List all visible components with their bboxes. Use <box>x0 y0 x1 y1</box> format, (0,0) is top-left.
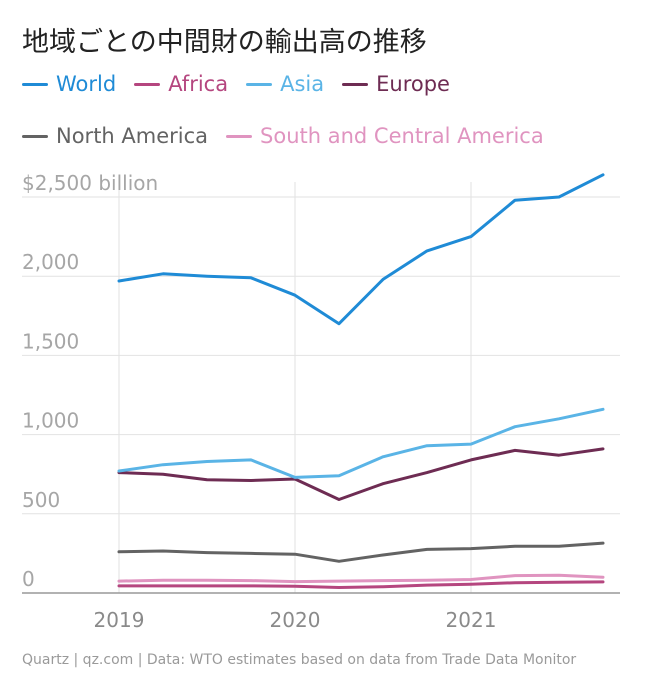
legend-swatch <box>22 134 48 138</box>
source-note: Quartz | qz.com | Data: WTO estimates ba… <box>22 652 577 668</box>
legend-label: Africa <box>168 72 229 96</box>
x-tick-label: 2019 <box>94 608 145 632</box>
legend-label: World <box>56 72 117 96</box>
legend-item-asia: Asia <box>246 72 324 96</box>
line-chart: 0 500 1,000 1,500 2,000 $2,500 billion 2019 202… <box>22 171 620 632</box>
x-tick-label: 2021 <box>446 608 497 632</box>
y-tick-label: 2,000 <box>22 250 79 274</box>
y-tick-label: 500 <box>22 488 60 512</box>
legend-item-world: World <box>22 72 116 96</box>
legend-item-africa: Africa <box>134 72 228 96</box>
legend-item-north-america: North America <box>22 124 208 148</box>
legend-label: North America <box>56 124 209 148</box>
series-line-africa <box>117 580 605 589</box>
x-tick-label: 2020 <box>270 608 321 632</box>
series-line-world <box>117 173 605 326</box>
legend-label: Europe <box>376 72 450 96</box>
series-line-europe <box>117 447 605 501</box>
legend-item-europe: Europe <box>342 72 450 96</box>
legend-label: South and Central America <box>260 124 544 148</box>
series-line-north-america <box>117 541 605 563</box>
legend-swatch <box>134 82 161 86</box>
y-tick-label: 1,500 <box>22 329 79 353</box>
legend-swatch <box>342 82 369 86</box>
legend-swatch <box>226 134 253 138</box>
y-tick-label: 1,000 <box>22 409 79 433</box>
legend-swatch <box>246 82 273 86</box>
legend-swatch <box>22 82 48 86</box>
chart-title: 地域ごとの中間財の輸出高の推移 <box>22 27 427 58</box>
legend: World Africa Asia Europe North America South … <box>22 72 622 148</box>
series-line-asia <box>117 407 605 479</box>
legend-item-south-and-central-america: South and Central America <box>226 124 544 148</box>
y-tick-label: 0 <box>22 567 35 591</box>
y-tick-label: $2,500 billion <box>22 171 158 195</box>
series-line-south-and-central-america <box>117 573 605 584</box>
legend-label: Asia <box>280 72 325 96</box>
